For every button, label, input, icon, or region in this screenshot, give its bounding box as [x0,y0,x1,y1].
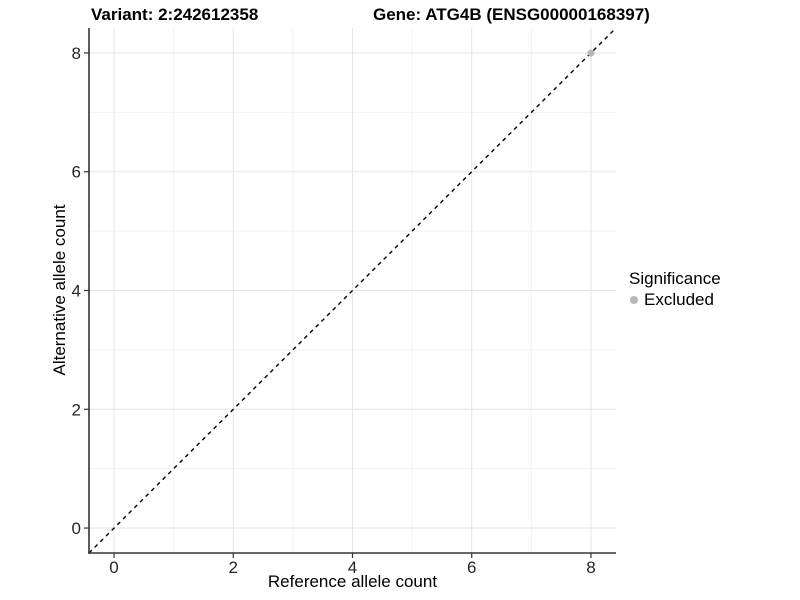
y-axis-label: Alternative allele count [50,204,69,376]
data-point [587,49,595,57]
y-tick-label: 0 [72,519,81,538]
x-axis-label: Reference allele count [267,572,438,591]
y-tick-label: 4 [72,282,81,301]
legend-title: Significance [629,269,721,288]
legend-item-label: Excluded [644,290,714,309]
y-tick-label: 6 [72,163,81,182]
plot-title-variant: Variant: 2:242612358 [91,5,259,24]
identity-line [88,27,617,554]
legend-point-icon [630,295,638,304]
y-tick-label: 8 [72,44,81,63]
legend: Significance Excluded [629,268,721,310]
legend-item-excluded: Excluded [629,289,721,310]
x-tick-label: 0 [109,558,118,577]
y-tick-label: 2 [72,400,81,419]
plot-title-gene: Gene: ATG4B (ENSG00000168397) [373,5,650,24]
x-tick-label: 4 [348,558,357,577]
x-tick-label: 6 [467,558,476,577]
x-tick-label: 2 [229,558,238,577]
x-tick-label: 8 [586,558,595,577]
